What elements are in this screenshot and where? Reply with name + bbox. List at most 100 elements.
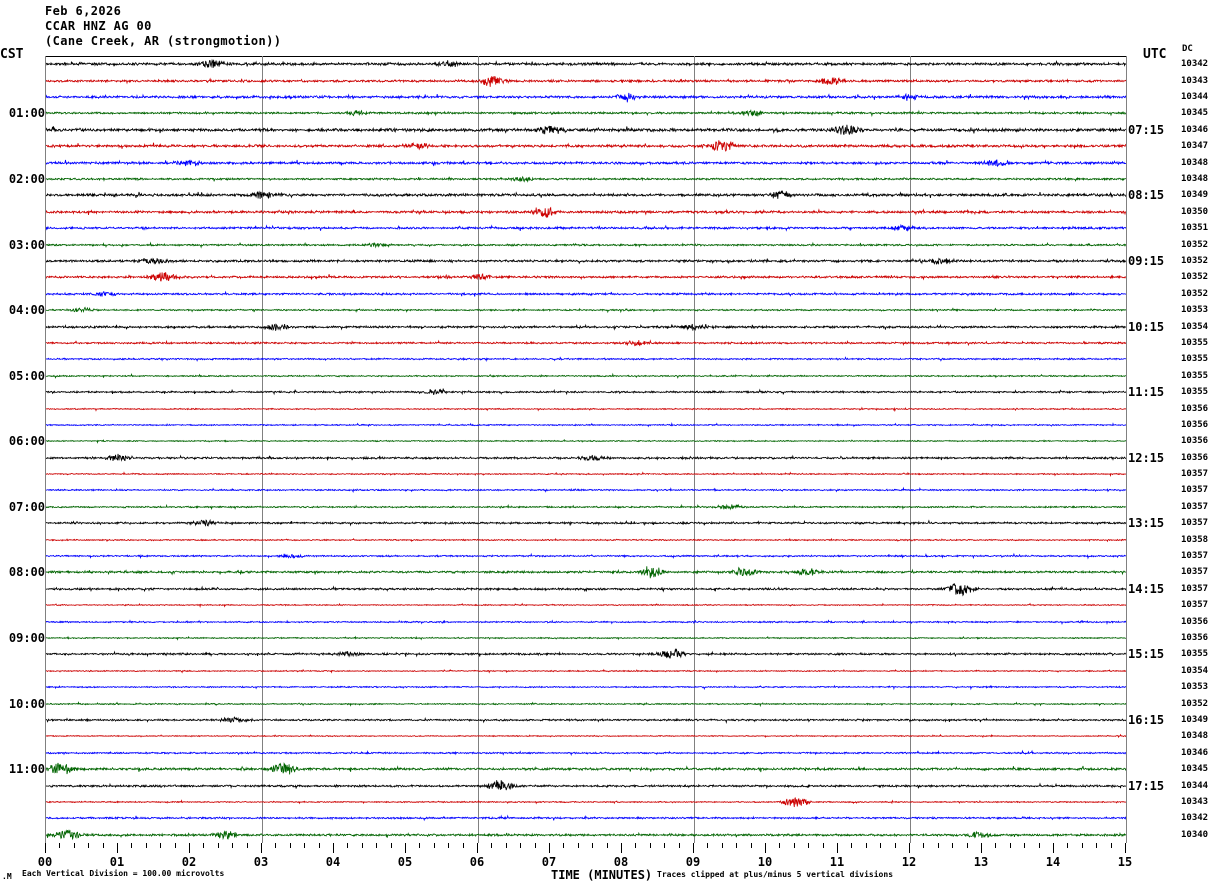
x-tick-minor: [1082, 843, 1083, 848]
x-tick-minor: [851, 843, 852, 848]
dc-value-label: 10342: [1181, 813, 1209, 824]
trace-row: [46, 514, 1126, 532]
x-tick-minor: [275, 843, 276, 848]
plot-top-border: [46, 56, 1126, 57]
trace-row: [46, 678, 1126, 696]
dc-value-label: 10350: [1181, 206, 1209, 217]
trace-row: [46, 56, 1126, 73]
x-tick-minor: [578, 843, 579, 848]
utc-time-label: 13:15: [1128, 516, 1165, 531]
x-tick-minor: [103, 843, 104, 848]
trace-row: [46, 662, 1126, 680]
trace-row: [46, 318, 1126, 336]
x-tick-minor: [448, 843, 449, 848]
seismogram-plot[interactable]: [45, 56, 1127, 843]
dc-value-label: 10349: [1181, 190, 1209, 201]
x-tick-major: [837, 843, 838, 853]
trace-row: [46, 547, 1126, 565]
dc-value-label: 10344: [1181, 91, 1209, 102]
x-tick-minor: [232, 843, 233, 848]
x-tick-minor: [1096, 843, 1097, 848]
dc-value-label: 10357: [1181, 583, 1209, 594]
right-axis-header: UTC: [1143, 47, 1167, 62]
dc-value-label: 10357: [1181, 469, 1209, 480]
trace-row: [46, 760, 1126, 778]
x-tick-label: 03: [253, 855, 269, 869]
x-tick-label: 00: [37, 855, 53, 869]
x-tick-minor: [362, 843, 363, 848]
dc-value-label: 10353: [1181, 682, 1209, 693]
x-tick-major: [477, 843, 478, 853]
dc-value-label: 10355: [1181, 649, 1209, 660]
x-tick-minor: [391, 843, 392, 848]
x-tick-minor: [520, 843, 521, 848]
utc-time-label: 12:15: [1128, 450, 1165, 465]
x-tick-minor: [751, 843, 752, 848]
trace-row: [46, 367, 1126, 385]
trace-row: [46, 416, 1126, 434]
x-tick-minor: [463, 843, 464, 848]
dc-value-label: 10345: [1181, 764, 1209, 775]
x-tick-minor: [434, 843, 435, 848]
header-location: (Cane Creek, AR (strongmotion)): [45, 34, 282, 48]
dc-value-label: 10351: [1181, 223, 1209, 234]
dc-value-label: 10357: [1181, 518, 1209, 529]
x-tick-minor: [506, 843, 507, 848]
trace-row: [46, 596, 1126, 614]
dc-value-label: 10355: [1181, 337, 1209, 348]
x-tick-major: [1053, 843, 1054, 853]
x-tick-label: 14: [1045, 855, 1061, 869]
trace-row: [46, 203, 1126, 221]
trace-row: [46, 645, 1126, 663]
x-tick-label: 13: [973, 855, 989, 869]
trace-row: [46, 170, 1126, 188]
x-tick-minor: [491, 843, 492, 848]
trace-row: [46, 580, 1126, 598]
x-tick-minor: [650, 843, 651, 848]
x-tick-major: [189, 843, 190, 853]
x-tick-minor: [175, 843, 176, 848]
dc-value-label: 10352: [1181, 272, 1209, 283]
cst-time-label: 04:00: [8, 303, 45, 318]
trace-row: [46, 252, 1126, 270]
utc-time-label: 11:15: [1128, 385, 1165, 400]
dc-value-label: 10340: [1181, 829, 1209, 840]
trace-row: [46, 432, 1126, 450]
trace-row: [46, 629, 1126, 647]
utc-time-label: 14:15: [1128, 581, 1165, 596]
x-tick-label: 08: [613, 855, 629, 869]
x-tick-minor: [880, 843, 881, 848]
dc-value-label: 10343: [1181, 797, 1209, 807]
x-tick-label: 07: [541, 855, 557, 869]
dc-value-label: 10352: [1181, 239, 1209, 250]
clipping-note: Traces clipped at plus/minus 5 vertical …: [657, 870, 894, 879]
cst-time-label: 01:00: [8, 106, 45, 121]
grid-line: [478, 56, 479, 843]
corner-mark: .M: [2, 872, 12, 881]
x-tick-minor: [563, 843, 564, 848]
dc-value-label: 10343: [1181, 75, 1209, 86]
x-axis-title: TIME (MINUTES): [551, 868, 653, 882]
trace-row: [46, 186, 1126, 204]
x-tick-major: [765, 843, 766, 853]
cst-time-label: 06:00: [8, 434, 45, 449]
trace-row: [46, 498, 1126, 516]
trace-row: [46, 88, 1126, 106]
x-tick-minor: [419, 843, 420, 848]
utc-time-label: 07:15: [1128, 122, 1165, 137]
trace-row: [46, 383, 1126, 401]
dc-value-label: 10357: [1181, 567, 1209, 578]
cst-time-label: 11:00: [8, 762, 45, 777]
trace-row: [46, 809, 1126, 827]
x-tick-minor: [247, 843, 248, 848]
trace-row: [46, 72, 1126, 90]
dc-value-label: 10346: [1181, 124, 1209, 135]
x-tick-label: 15: [1117, 855, 1133, 869]
cst-time-label: 08:00: [8, 565, 45, 580]
x-tick-major: [117, 843, 118, 853]
trace-row: [46, 481, 1126, 499]
cst-time-label: 09:00: [8, 631, 45, 646]
trace-row: [46, 744, 1126, 762]
x-tick-label: 12: [901, 855, 917, 869]
x-tick-minor: [74, 843, 75, 848]
